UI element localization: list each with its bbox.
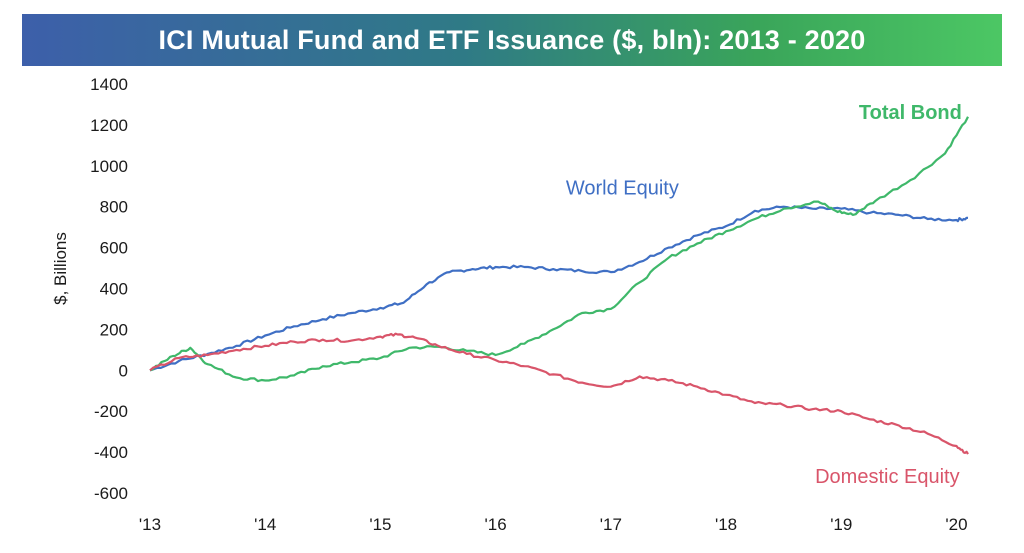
series-layer — [149, 116, 969, 455]
y-tick-label: 1400 — [90, 75, 128, 94]
world-equity-line — [149, 205, 969, 372]
y-tick-label: 200 — [100, 320, 128, 339]
y-tick-label: 800 — [100, 198, 128, 217]
total-bond-line — [149, 116, 969, 383]
series-labels: World Equity Total Bond Domestic Equity — [566, 102, 962, 488]
y-axis-ticks: -600 -400 -200 0 200 400 600 800 1000 1200 1400 — [90, 75, 128, 503]
chart-title-bar: ICI Mutual Fund and ETF Issuance ($, bln… — [22, 14, 1002, 66]
x-tick-label: '19 — [830, 515, 852, 534]
y-tick-label: -600 — [94, 484, 128, 503]
y-axis-label: $, Billions — [51, 232, 70, 305]
y-tick-label: -400 — [94, 443, 128, 462]
y-tick-label: 600 — [100, 239, 128, 258]
x-tick-label: '17 — [600, 515, 622, 534]
chart-title: ICI Mutual Fund and ETF Issuance ($, bln… — [158, 24, 866, 55]
x-tick-label: '13 — [139, 515, 161, 534]
y-tick-label: 400 — [100, 280, 128, 299]
world-equity-label: World Equity — [566, 177, 679, 199]
x-tick-label: '20 — [945, 515, 967, 534]
x-tick-label: '14 — [254, 515, 276, 534]
x-axis-ticks: '13 '14 '15 '16 '17 '18 '19 '20 — [139, 515, 968, 534]
y-tick-label: 1200 — [90, 116, 128, 135]
x-tick-label: '16 — [485, 515, 507, 534]
y-tick-label: -200 — [94, 402, 128, 421]
y-tick-label: 0 — [119, 361, 128, 380]
x-tick-label: '18 — [715, 515, 737, 534]
y-tick-label: 1000 — [90, 157, 128, 176]
x-tick-label: '15 — [369, 515, 391, 534]
domestic-equity-line — [149, 332, 969, 455]
domestic-equity-label: Domestic Equity — [815, 466, 960, 488]
total-bond-label: Total Bond — [859, 102, 962, 124]
